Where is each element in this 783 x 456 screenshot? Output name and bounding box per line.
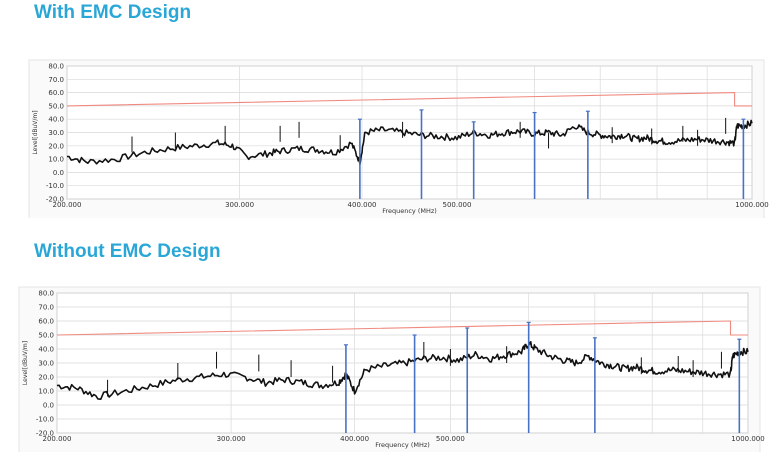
y-tick-label: -20.0	[46, 196, 64, 204]
emc-chart-without-design: 80.0 70.0 60.0 50.0 40.0 30.0 20.0 10.0 0.0 -10.0…	[18, 286, 765, 452]
y-tick-label: -20.0	[36, 430, 54, 438]
y-tick-label: 50.0	[48, 102, 64, 110]
x-tick-label: 400.000	[340, 435, 369, 443]
emc-chart-with-design: 80.0 70.0 60.0 50.0 40.0 30.0 20.0 10.0 0.0 -10.0…	[28, 59, 769, 218]
y-tick-label: 0.0	[53, 169, 64, 177]
emission-trace	[66, 119, 753, 166]
emission-trace	[56, 340, 749, 400]
x-tick-label: 400.000	[348, 201, 377, 209]
y-tick-label: 20.0	[38, 374, 54, 382]
x-tick-label: 1000.000	[735, 201, 768, 209]
y-tick-label: 0.0	[43, 402, 54, 410]
y-tick-label: 80.0	[38, 290, 54, 298]
y-tick-label: 70.0	[38, 304, 54, 312]
y-tick-label: 30.0	[38, 360, 54, 368]
y-tick-label: 20.0	[48, 142, 64, 150]
limit-line	[56, 320, 748, 336]
y-tick-label: 60.0	[48, 89, 64, 97]
y-tick-label: 70.0	[48, 76, 64, 84]
y-axis-label: Level[dBuV/m]	[32, 110, 39, 154]
y-tick-label: 30.0	[48, 129, 64, 137]
x-tick-label: 200.000	[43, 435, 72, 443]
x-axis-label: Frequency (MHz)	[375, 441, 430, 449]
x-tick-label: 500.000	[443, 201, 472, 209]
y-tick-label: 10.0	[38, 388, 54, 396]
y-tick-label: 80.0	[48, 63, 64, 71]
y-tick-label: -10.0	[46, 182, 64, 190]
x-tick-label: 300.000	[217, 435, 246, 443]
y-tick-label: 40.0	[48, 116, 64, 124]
chart-title-without-emc: Without EMC Design	[34, 241, 221, 262]
x-tick-label: 1000.000	[731, 435, 764, 443]
x-axis-label: Frequency (MHz)	[382, 207, 437, 215]
y-tick-label: 10.0	[48, 156, 64, 164]
y-axis-label: Level[dBuV/m]	[22, 341, 29, 385]
y-tick-label: 40.0	[38, 346, 54, 354]
y-tick-label: 50.0	[38, 332, 54, 340]
y-tick-label: -10.0	[36, 416, 54, 424]
x-tick-label: 500.000	[436, 435, 465, 443]
y-tick-label: 60.0	[38, 318, 54, 326]
limit-line	[66, 92, 752, 107]
chart-title-with-emc: With EMC Design	[34, 2, 192, 23]
x-tick-label: 200.000	[53, 201, 82, 209]
x-tick-label: 300.000	[225, 201, 254, 209]
